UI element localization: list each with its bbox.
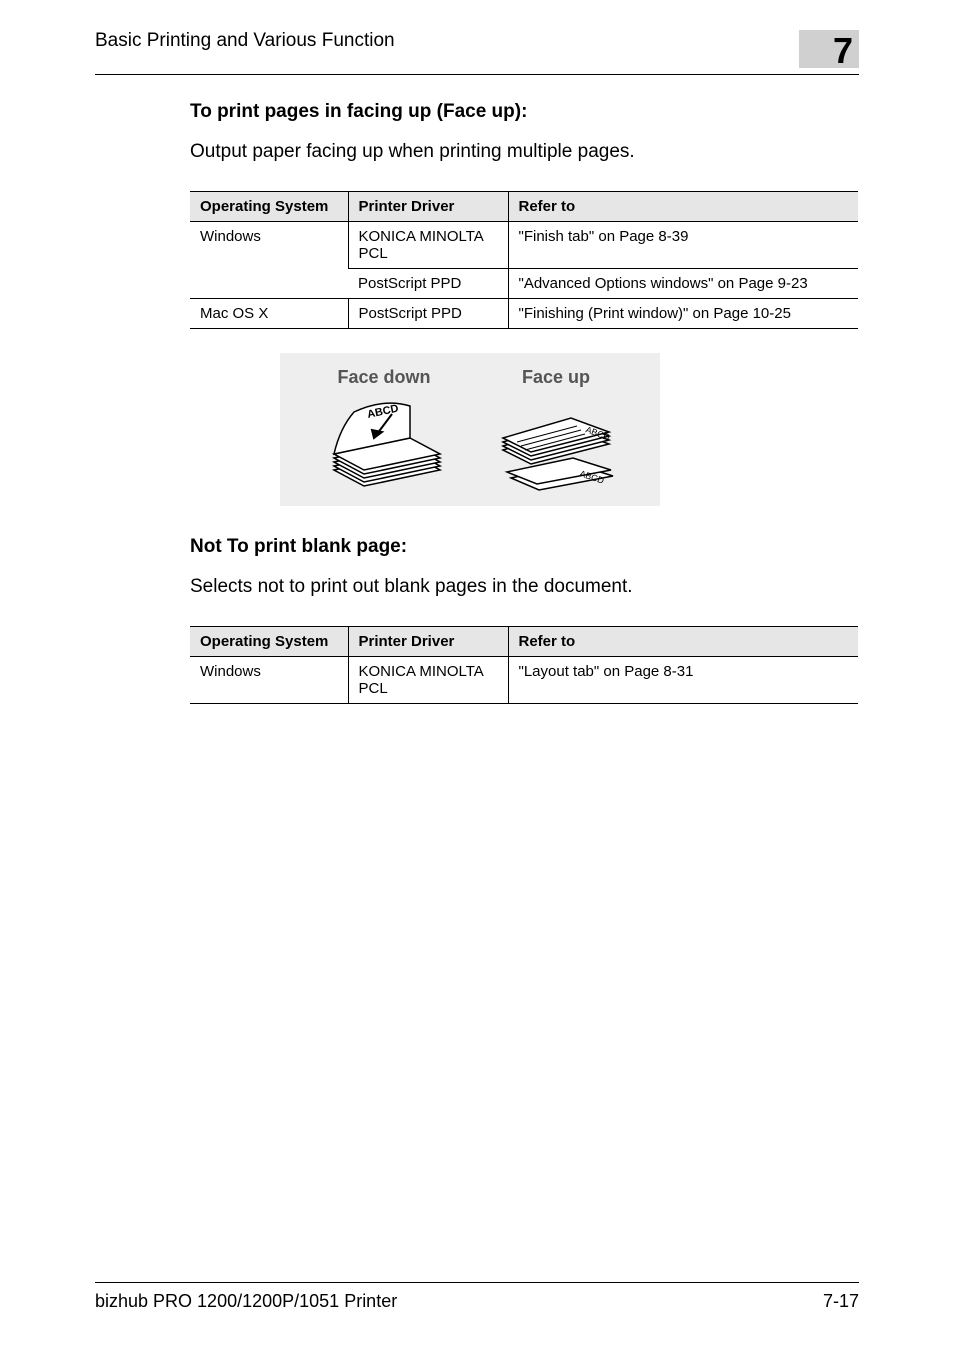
- face-up-icon: ABCD ABCD: [481, 392, 631, 492]
- footer-left: bizhub PRO 1200/1200P/1051 Printer: [95, 1291, 397, 1312]
- table-row: Windows KONICA MINOLTA PCL "Layout tab" …: [190, 657, 858, 704]
- td-driver: KONICA MINOLTA PCL: [348, 657, 508, 704]
- td-os: Windows: [190, 657, 348, 704]
- figure-label-left: Face down: [337, 367, 430, 388]
- td-refer: "Finish tab" on Page 8-39: [508, 222, 858, 269]
- table-header-row: Operating System Printer Driver Refer to: [190, 627, 858, 657]
- th-refer: Refer to: [508, 192, 858, 222]
- face-figure: Face down: [280, 353, 660, 506]
- th-driver: Printer Driver: [348, 192, 508, 222]
- td-refer: "Advanced Options windows" on Page 9-23: [508, 269, 858, 299]
- footer-rule: [95, 1282, 859, 1283]
- td-driver: PostScript PPD: [348, 299, 508, 329]
- chapter-badge: 7: [799, 30, 859, 68]
- page-footer: bizhub PRO 1200/1200P/1051 Printer 7-17: [95, 1282, 859, 1312]
- th-os: Operating System: [190, 192, 348, 222]
- chapter-number: 7: [833, 30, 853, 72]
- td-driver: PostScript PPD: [348, 269, 508, 299]
- table-header-row: Operating System Printer Driver Refer to: [190, 192, 858, 222]
- section1-body: Output paper facing up when printing mul…: [190, 141, 859, 163]
- footer-right: 7-17: [823, 1291, 859, 1312]
- th-driver: Printer Driver: [348, 627, 508, 657]
- table-row: Windows KONICA MINOLTA PCL "Finish tab" …: [190, 222, 858, 269]
- face-down-icon: ABCD: [314, 392, 454, 492]
- td-driver: KONICA MINOLTA PCL: [348, 222, 508, 269]
- td-os: Windows: [190, 222, 348, 299]
- section1-table: Operating System Printer Driver Refer to…: [190, 191, 858, 329]
- th-os: Operating System: [190, 627, 348, 657]
- table-row: Mac OS X PostScript PPD "Finishing (Prin…: [190, 299, 858, 329]
- section2-heading: Not To print blank page:: [190, 536, 859, 558]
- header-rule: [95, 74, 859, 75]
- td-refer: "Finishing (Print window)" on Page 10-25: [508, 299, 858, 329]
- td-os: Mac OS X: [190, 299, 348, 329]
- section-title: Basic Printing and Various Function: [95, 30, 395, 52]
- td-refer: "Layout tab" on Page 8-31: [508, 657, 858, 704]
- figure-label-right: Face up: [522, 367, 590, 388]
- section1-heading: To print pages in facing up (Face up):: [190, 101, 859, 123]
- section2-table: Operating System Printer Driver Refer to…: [190, 626, 858, 704]
- th-refer: Refer to: [508, 627, 858, 657]
- section2-body: Selects not to print out blank pages in …: [190, 576, 859, 598]
